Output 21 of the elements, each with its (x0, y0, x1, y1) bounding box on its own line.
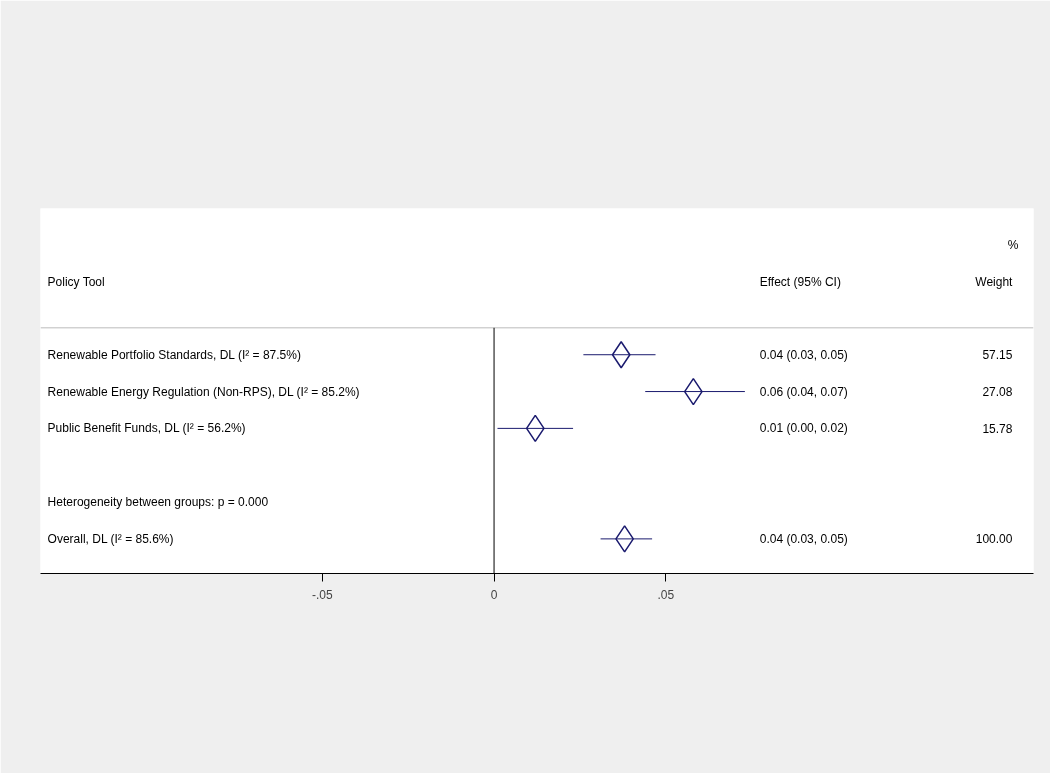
text: Weight (975, 275, 1014, 290)
text: % (1007, 238, 1019, 253)
point (615, 525, 635, 553)
y-tick-label: Public Benefit Funds, DL (I² = 56.2%) (47, 421, 246, 436)
y-tick-label: Renewable Energy Regulation (Non-RPS), DL (I² = 85.2%) (47, 384, 360, 399)
y-tick-label: Renewable Portfolio Standards, DL (I² = 87.5%) (47, 347, 301, 362)
annotation: 0.01 (0.00, 0.02) (759, 421, 848, 436)
x-tick-label: -.05 (311, 587, 333, 602)
text: Policy Tool (47, 275, 105, 290)
y-tick-label: Overall, DL (I² = 85.6%) (47, 531, 174, 546)
annotation: 57.15 (982, 348, 1013, 363)
x-tick-label: .05 (657, 587, 675, 602)
annotation: 100.00 (975, 532, 1013, 547)
x-tick-label: 0 (490, 587, 498, 602)
annotation: 0.04 (0.03, 0.05) (759, 347, 848, 362)
text: Effect (95% CI) (759, 275, 841, 290)
annotation: 0.04 (0.03, 0.05) (759, 531, 848, 546)
annotation: 0.06 (0.04, 0.07) (759, 384, 848, 399)
y-tick-label: Heterogeneity between groups: p = 0.000 (47, 495, 269, 510)
annotation: 27.08 (982, 385, 1013, 400)
annotation: 15.78 (982, 421, 1013, 436)
